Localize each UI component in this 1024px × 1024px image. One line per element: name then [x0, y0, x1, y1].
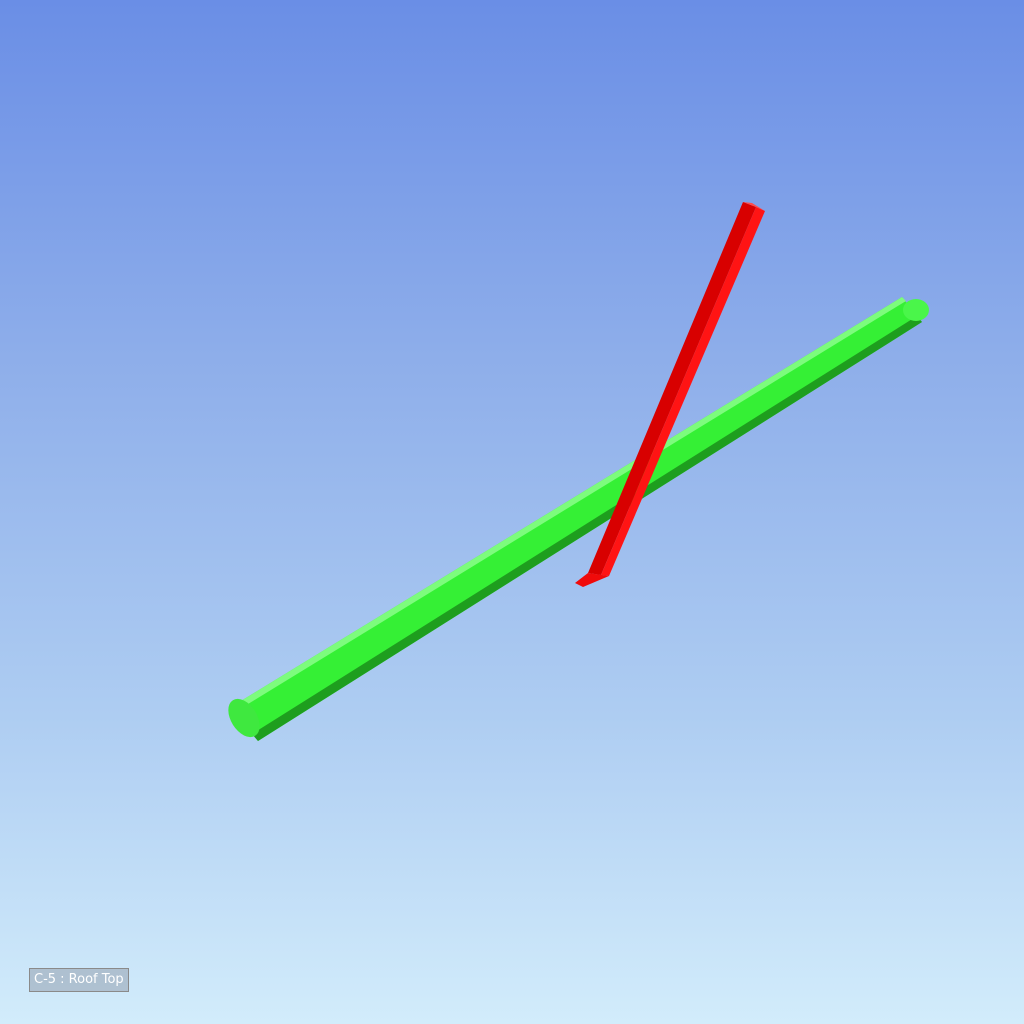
green-cylinder-body[interactable]: [231, 297, 922, 741]
green-cylinder-shadow: [252, 316, 922, 741]
red-prism[interactable]: [575, 202, 765, 587]
red-prism-side: [588, 202, 756, 575]
green-cylinder-end-cap: [903, 299, 929, 321]
red-prism-face[interactable]: [601, 207, 765, 576]
view-label: C-5 : Roof Top: [29, 968, 129, 992]
green-cylinder-start-cap: [228, 698, 260, 738]
green-cylinder[interactable]: [222, 297, 929, 743]
red-prism-tip: [575, 573, 609, 587]
green-cylinder-highlight: [231, 297, 906, 712]
